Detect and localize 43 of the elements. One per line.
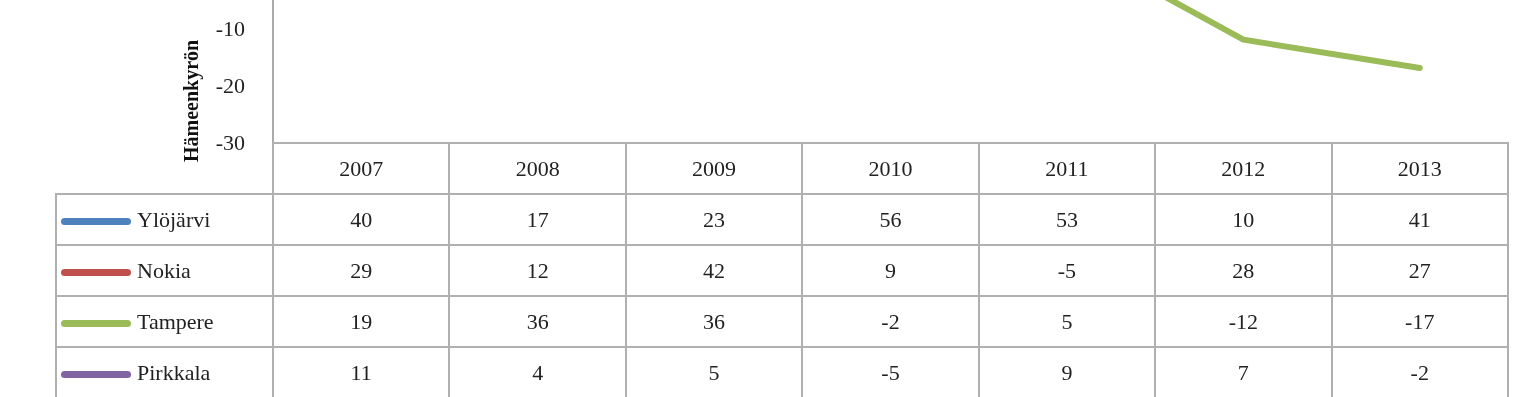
text: 40 [350,206,373,232]
x-tick-label: 2007 [273,143,450,194]
data-label: 5 [978,296,1156,347]
x-tick-label: 2013 [1331,143,1508,194]
legend-label: Pirkkala [56,347,273,397]
data-label: -12 [1155,296,1332,347]
text: 42 [703,257,726,283]
text: 4 [532,359,544,385]
text: 9 [884,257,896,283]
x-tick-label: 2009 [625,143,803,194]
text: 23 [703,206,726,232]
text: 56 [879,206,902,232]
text: 12 [526,257,549,283]
y-tick-label: -20 [215,72,245,98]
x-tick-label: 2012 [1155,143,1332,194]
text: 19 [350,308,373,334]
legend-label: Ylöjärvi [56,194,273,245]
legend-label: Tampere [56,296,273,347]
text: -5 [1057,257,1077,283]
text: 9 [1061,359,1073,385]
text: 28 [1232,257,1255,283]
x-tick-label: 2008 [449,143,626,194]
text: 41 [1408,206,1431,232]
x-tick-label: 2010 [802,143,979,194]
text: 29 [350,257,373,283]
text: 11 [350,359,372,385]
text: 10 [1232,206,1255,232]
text: -5 [881,359,900,385]
y-axis-title: Hämeenkyrön [180,39,203,162]
x-tick-label: 2011 [978,143,1156,194]
text: 5 [708,359,720,385]
text: 53 [1055,206,1078,232]
text: -2 [1410,359,1429,385]
text: 27 [1408,257,1431,283]
y-tick-label: -30 [215,129,245,155]
text: 7 [1237,359,1249,385]
text: 36 [703,308,726,334]
y-tick-label: -10 [215,15,245,41]
text: 17 [526,206,549,232]
legend-label: Nokia [56,245,273,296]
text: 36 [526,308,549,334]
text: -2 [881,308,900,334]
data-label: -17 [1331,296,1508,347]
